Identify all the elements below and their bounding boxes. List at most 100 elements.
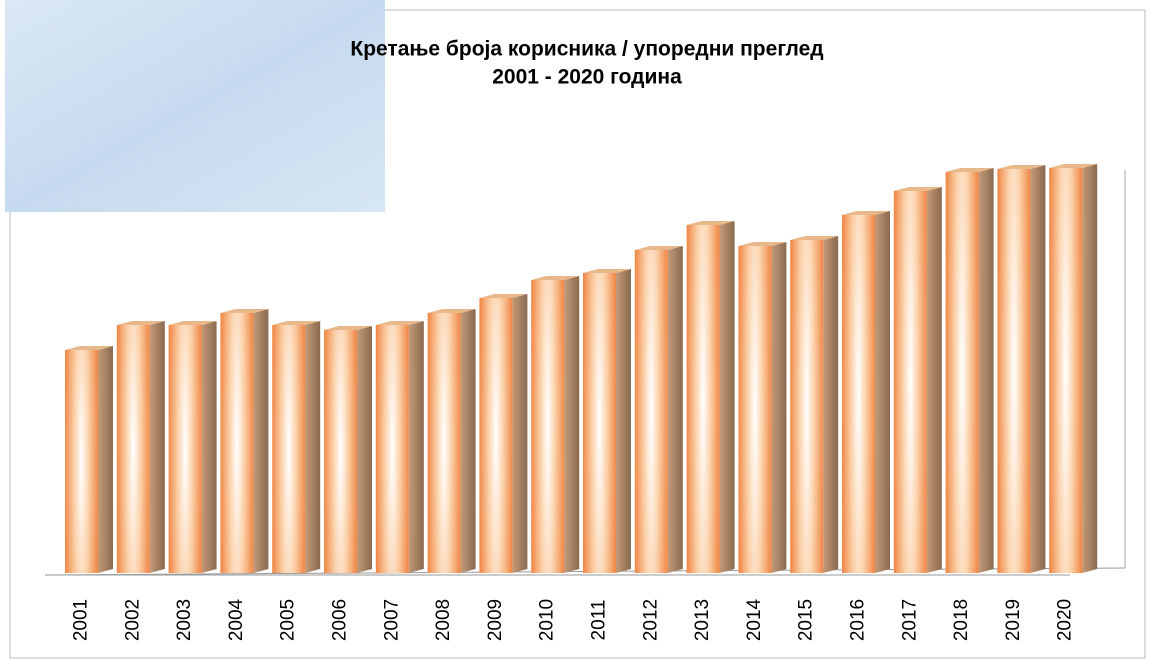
x-tick-label: 2007 — [381, 599, 402, 641]
bar — [220, 309, 269, 573]
x-tick-label: 2004 — [226, 598, 247, 641]
bar-side — [875, 211, 890, 573]
x-tick-label: 2015 — [796, 599, 817, 641]
chart-title: Кретање броја корисника / упоредни прегл… — [350, 38, 823, 61]
bar-side — [149, 321, 165, 573]
bar-top — [116, 321, 165, 325]
background-tile — [5, 0, 385, 212]
bar — [893, 187, 942, 573]
bar-side — [926, 187, 942, 573]
x-tick-label: 2003 — [174, 599, 195, 641]
bar-front — [738, 246, 772, 573]
bar-front — [168, 325, 202, 573]
bar-top — [842, 211, 890, 215]
x-tick-label: 2011 — [589, 600, 610, 641]
bar-front — [583, 273, 616, 573]
bar — [324, 326, 372, 573]
x-tick-label: 2010 — [537, 599, 558, 641]
bar-side — [512, 294, 528, 573]
x-tick-label: 2018 — [951, 599, 972, 641]
bar-front — [1049, 168, 1083, 573]
bar — [116, 321, 165, 573]
x-tick-label: 2017 — [899, 599, 920, 641]
chart-title: 2001 - 2020 година — [492, 66, 682, 89]
bar — [842, 211, 890, 573]
bar-side — [1082, 164, 1098, 573]
bar-side — [253, 309, 269, 573]
bar-top — [427, 309, 476, 313]
bar-front — [375, 325, 409, 573]
bar-top — [945, 168, 994, 172]
bar-top — [1049, 164, 1098, 168]
bar — [686, 221, 735, 573]
bar — [479, 294, 528, 573]
frame — [9, 9, 1146, 659]
x-tick-label: 2002 — [122, 599, 143, 641]
bar-top — [220, 309, 269, 313]
bar — [997, 165, 1046, 573]
bar-top — [738, 242, 787, 246]
x-tick-label: 2005 — [278, 599, 299, 641]
x-tick-label: 2014 — [744, 598, 765, 641]
bar-front — [842, 215, 875, 573]
bar — [1049, 164, 1098, 573]
bar-front — [427, 313, 461, 573]
bar — [427, 309, 476, 573]
bar — [634, 246, 683, 573]
bar-side — [667, 246, 683, 573]
bar — [272, 321, 321, 573]
bar — [531, 276, 580, 573]
x-tick-label: 2008 — [433, 599, 454, 641]
bar-top — [686, 221, 735, 225]
bar-top — [168, 321, 217, 325]
bar — [65, 346, 113, 573]
bar-top — [997, 165, 1046, 169]
x-tick-label: 2019 — [1003, 599, 1024, 641]
bar-front — [116, 325, 150, 573]
bar-top — [583, 269, 631, 273]
bar-side — [201, 321, 217, 573]
bar-front — [945, 172, 979, 573]
bar-side — [460, 309, 476, 573]
x-tick-label: 2016 — [848, 599, 869, 641]
bar-top — [65, 346, 113, 350]
bar-top — [324, 326, 372, 330]
bar-front — [997, 169, 1031, 573]
bar-front — [479, 298, 513, 573]
x-tick-label: 2020 — [1055, 599, 1076, 641]
bar-side — [408, 321, 424, 573]
bar — [738, 242, 787, 573]
bar-top — [893, 187, 942, 191]
bar — [945, 168, 994, 573]
x-tick-label: 2009 — [485, 599, 506, 641]
bar-front — [893, 191, 927, 573]
bar-front — [324, 330, 357, 573]
bar — [790, 236, 839, 573]
bar-top — [375, 321, 424, 325]
bar — [168, 321, 217, 573]
x-tick-label: 2012 — [640, 599, 661, 641]
x-tick-label: 2013 — [692, 599, 713, 641]
bar-side — [1030, 165, 1046, 573]
bar-front — [531, 280, 565, 573]
bar-front — [220, 313, 254, 573]
bar-top — [531, 276, 580, 280]
bar-front — [272, 325, 306, 573]
bar — [375, 321, 424, 573]
bar-front — [686, 225, 720, 573]
bar-side — [719, 221, 735, 573]
bar-top — [479, 294, 528, 298]
bar-side — [357, 326, 372, 573]
bar-top — [790, 236, 839, 240]
bar-front — [65, 350, 98, 573]
bar-side — [771, 242, 787, 573]
bar-side — [823, 236, 839, 573]
bar-side — [564, 276, 580, 573]
bar-front — [790, 240, 824, 573]
bar-top — [272, 321, 321, 325]
bar-side — [616, 269, 631, 573]
x-tick-label: 2006 — [330, 599, 351, 641]
bar-side — [98, 346, 113, 573]
bar-side — [978, 168, 994, 573]
